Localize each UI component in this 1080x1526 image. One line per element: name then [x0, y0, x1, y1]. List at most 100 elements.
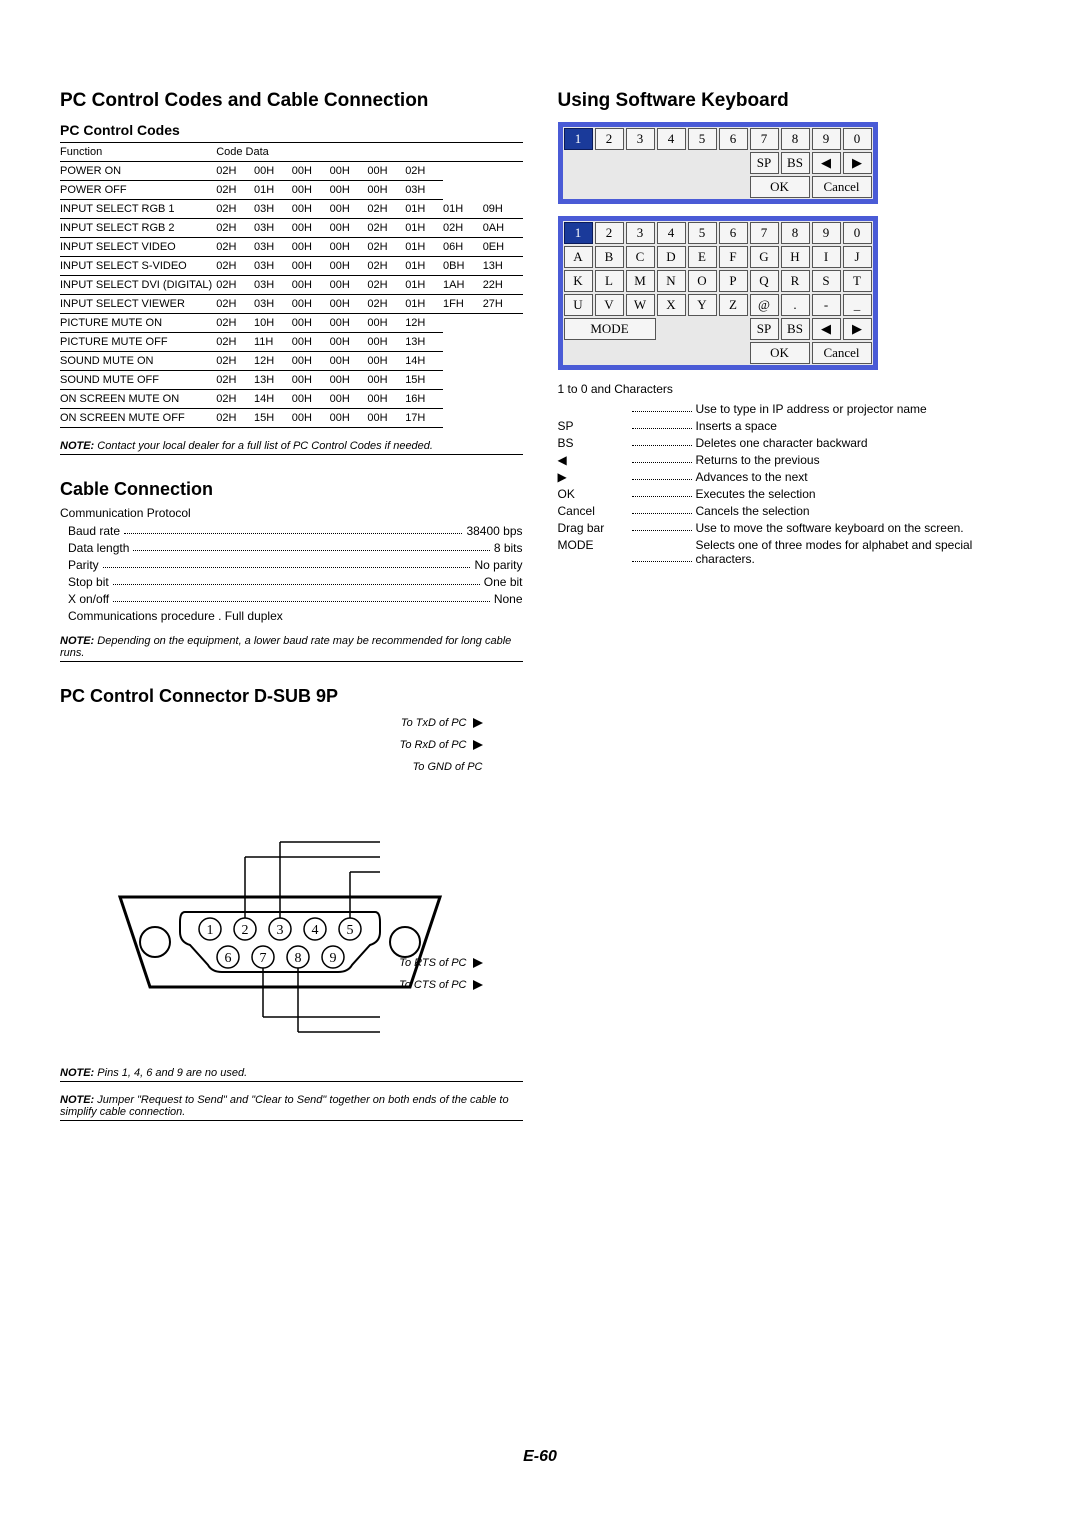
- kb-key[interactable]: .: [781, 294, 810, 316]
- legend-row: ▶Advances to the next: [558, 470, 1021, 484]
- kb-key[interactable]: N: [657, 270, 686, 292]
- title-cable: Cable Connection: [60, 479, 523, 500]
- th-codedata: Code Data: [216, 143, 522, 162]
- kb-right[interactable]: ▶: [843, 318, 872, 340]
- kb-key[interactable]: C: [626, 246, 655, 268]
- kb-key[interactable]: 3: [626, 128, 655, 150]
- note-pins: NOTE: Pins 1, 4, 6 and 9 are no used.: [60, 1067, 523, 1082]
- kb-key[interactable]: X: [657, 294, 686, 316]
- kb-key[interactable]: 5: [688, 222, 717, 244]
- title-software-keyboard: Using Software Keyboard: [558, 90, 1021, 112]
- th-function: Function: [60, 143, 216, 162]
- protocol-row: Stop bitOne bit: [68, 575, 523, 589]
- kb-key[interactable]: 1: [564, 128, 593, 150]
- kb-key[interactable]: 0: [843, 222, 872, 244]
- kb-key[interactable]: F: [719, 246, 748, 268]
- kb-key[interactable]: _: [843, 294, 872, 316]
- table-row: INPUT SELECT DVI (DIGITAL)02H03H00H00H02…: [60, 276, 523, 295]
- kb-key[interactable]: 8: [781, 222, 810, 244]
- kb-key[interactable]: W: [626, 294, 655, 316]
- kb-left[interactable]: ◀: [812, 152, 841, 174]
- kb-key[interactable]: V: [595, 294, 624, 316]
- software-keyboard-numeric: 1234567890 SP BS ◀ ▶ OK Cancel: [558, 122, 878, 204]
- kb-bs[interactable]: BS: [781, 318, 810, 340]
- kb-key[interactable]: R: [781, 270, 810, 292]
- kb-key[interactable]: U: [564, 294, 593, 316]
- kb-key[interactable]: 7: [750, 222, 779, 244]
- kb-key[interactable]: Q: [750, 270, 779, 292]
- kb-key[interactable]: 8: [781, 128, 810, 150]
- svg-text:5: 5: [347, 923, 354, 938]
- kb-key[interactable]: 3: [626, 222, 655, 244]
- kb-key[interactable]: 4: [657, 222, 686, 244]
- table-row: INPUT SELECT VIEWER02H03H00H00H02H01H1FH…: [60, 295, 523, 314]
- kb-key[interactable]: Z: [719, 294, 748, 316]
- kb-key[interactable]: 2: [595, 128, 624, 150]
- kb-key[interactable]: A: [564, 246, 593, 268]
- table-row: POWER ON02H00H00H00H00H02H: [60, 162, 523, 181]
- kb-bs[interactable]: BS: [781, 152, 810, 174]
- kb-ok[interactable]: OK: [750, 176, 810, 198]
- label-rxd: To RxD of PC: [400, 739, 483, 751]
- kb-key[interactable]: 2: [595, 222, 624, 244]
- table-row: ON SCREEN MUTE ON02H14H00H00H00H16H: [60, 390, 523, 409]
- table-row: POWER OFF02H01H00H00H00H03H: [60, 181, 523, 200]
- kb-key[interactable]: 5: [688, 128, 717, 150]
- kb-key[interactable]: K: [564, 270, 593, 292]
- kb-key[interactable]: 6: [719, 222, 748, 244]
- kb-key[interactable]: 9: [812, 222, 841, 244]
- kb-key[interactable]: E: [688, 246, 717, 268]
- kb-key[interactable]: B: [595, 246, 624, 268]
- page-number: E-60: [0, 1448, 1080, 1466]
- legend-row: MODESelects one of three modes for alpha…: [558, 538, 1021, 566]
- kb-sp[interactable]: SP: [750, 318, 779, 340]
- kb-key[interactable]: S: [812, 270, 841, 292]
- svg-text:3: 3: [277, 923, 284, 938]
- kb-key[interactable]: Y: [688, 294, 717, 316]
- kb-key[interactable]: 7: [750, 128, 779, 150]
- kb-key[interactable]: I: [812, 246, 841, 268]
- kb-key[interactable]: D: [657, 246, 686, 268]
- kb-key[interactable]: 9: [812, 128, 841, 150]
- kb-cancel[interactable]: Cancel: [812, 342, 872, 364]
- protocol-row: Communications procedure . Full duplex: [68, 609, 523, 623]
- kb-key[interactable]: O: [688, 270, 717, 292]
- table-row: INPUT SELECT VIDEO02H03H00H00H02H01H06H0…: [60, 238, 523, 257]
- protocol-title: Communication Protocol: [60, 506, 523, 520]
- connector-diagram: To TxD of PC To RxD of PC To GND of PC T…: [60, 717, 523, 1067]
- kb-left[interactable]: ◀: [812, 318, 841, 340]
- title-connector: PC Control Connector D-SUB 9P: [60, 686, 523, 707]
- kb-sp[interactable]: SP: [750, 152, 779, 174]
- legend-row: Drag barUse to move the software keyboar…: [558, 521, 1021, 535]
- subtitle-pc-codes: PC Control Codes: [60, 122, 523, 138]
- kb-key[interactable]: T: [843, 270, 872, 292]
- kb-key[interactable]: 6: [719, 128, 748, 150]
- svg-text:2: 2: [242, 923, 249, 938]
- kb-key[interactable]: 1: [564, 222, 593, 244]
- legend-title: 1 to 0 and Characters: [558, 382, 1021, 396]
- kb-right[interactable]: ▶: [843, 152, 872, 174]
- legend-row: ◀Returns to the previous: [558, 453, 1021, 467]
- kb-key[interactable]: 4: [657, 128, 686, 150]
- legend-row: SPInserts a space: [558, 419, 1021, 433]
- label-txd: To TxD of PC: [401, 717, 483, 729]
- kb-key[interactable]: J: [843, 246, 872, 268]
- svg-text:4: 4: [312, 923, 319, 938]
- kb-key[interactable]: -: [812, 294, 841, 316]
- kb-key[interactable]: G: [750, 246, 779, 268]
- kb-key[interactable]: L: [595, 270, 624, 292]
- protocol-row: Baud rate38400 bps: [68, 524, 523, 538]
- table-row: SOUND MUTE OFF02H13H00H00H00H15H: [60, 371, 523, 390]
- kb-key[interactable]: @: [750, 294, 779, 316]
- legend-row: OKExecutes the selection: [558, 487, 1021, 501]
- kb-ok[interactable]: OK: [750, 342, 810, 364]
- kb-key[interactable]: H: [781, 246, 810, 268]
- kb-key[interactable]: P: [719, 270, 748, 292]
- dsub-svg: 1 2 3 4 5 6 7 8 9: [100, 837, 460, 1037]
- kb-cancel[interactable]: Cancel: [812, 176, 872, 198]
- kb-key[interactable]: M: [626, 270, 655, 292]
- protocol-row: X on/offNone: [68, 592, 523, 606]
- kb-mode[interactable]: MODE: [564, 318, 656, 340]
- kb-key[interactable]: 0: [843, 128, 872, 150]
- software-keyboard-alpha: 1234567890 ABCDEFGHIJ KLMNOPQRST UVWXYZ@.-_…: [558, 216, 878, 370]
